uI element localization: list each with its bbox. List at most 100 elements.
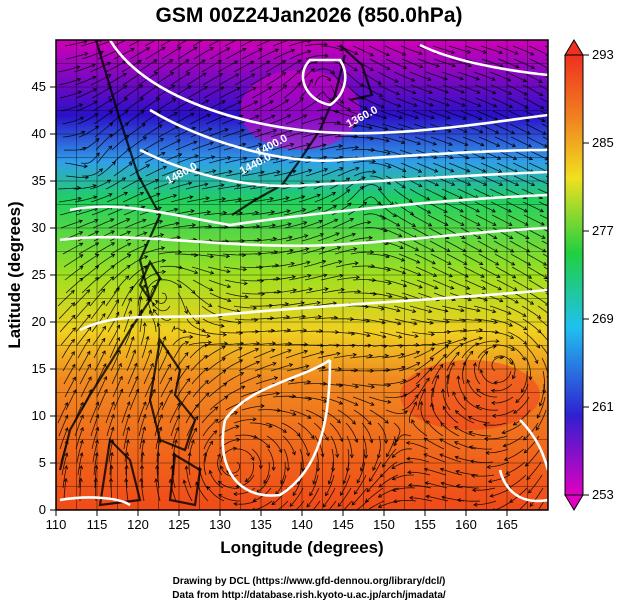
streamline <box>449 58 472 67</box>
streamline-arrow <box>509 335 515 339</box>
streamline <box>458 318 482 322</box>
streamline <box>383 266 406 274</box>
streamline-arrow <box>512 513 516 516</box>
streamline <box>490 84 512 95</box>
streamline-arrow <box>258 48 263 53</box>
streamline-arrow <box>254 348 260 352</box>
streamline-arrow <box>276 170 281 175</box>
streamline <box>161 389 173 411</box>
streamline-arrow <box>507 208 512 213</box>
streamline <box>81 277 99 294</box>
streamline-arrow <box>155 299 160 304</box>
streamline <box>289 288 313 294</box>
streamline <box>481 58 504 68</box>
colorbar-tick-label: 253 <box>592 487 614 502</box>
streamline-arrow <box>396 308 401 313</box>
streamline <box>239 374 261 385</box>
streamline <box>193 292 213 307</box>
streamline-arrow <box>142 322 147 327</box>
streamline-arrow <box>428 222 433 227</box>
streamline-arrow <box>535 426 540 431</box>
streamline <box>414 136 437 145</box>
streamline-arrow <box>413 401 417 406</box>
streamline-arrow <box>169 59 174 63</box>
streamline <box>254 362 277 372</box>
streamline <box>299 448 304 472</box>
streamline-arrow <box>339 99 345 104</box>
streamline-arrow <box>148 349 152 354</box>
streamline <box>459 329 483 333</box>
streamline <box>353 171 376 177</box>
streamline-arrow <box>219 465 224 470</box>
streamline-arrow <box>432 141 437 146</box>
streamline-arrow <box>228 169 233 174</box>
streamline <box>152 302 171 312</box>
streamline-arrow <box>103 388 108 393</box>
streamline-arrow <box>370 384 376 389</box>
streamline <box>535 409 547 431</box>
credit-drawing: Drawing by DCL (https://www.gfd-dennou.o… <box>173 576 446 587</box>
contour-line <box>59 496 131 507</box>
streamline <box>426 495 449 502</box>
streamline <box>432 162 454 172</box>
streamline <box>513 396 530 414</box>
streamline <box>298 194 321 203</box>
streamline <box>205 114 227 125</box>
streamline <box>173 113 194 125</box>
contour-line <box>79 288 548 332</box>
streamline-arrow <box>233 502 238 507</box>
streamline-arrow <box>225 35 229 38</box>
streamline <box>92 98 113 112</box>
streamline <box>330 189 350 203</box>
streamline <box>137 59 158 73</box>
streamline <box>175 141 197 151</box>
streamline <box>492 344 515 351</box>
streamline <box>124 219 146 229</box>
streamline-arrow <box>115 311 120 316</box>
streamline-arrow <box>71 350 75 356</box>
streamline <box>301 117 324 125</box>
streamline <box>328 461 334 485</box>
streamline <box>201 406 218 424</box>
streamline-arrow <box>371 159 377 164</box>
streamline <box>217 184 241 190</box>
streamline-arrow <box>172 194 178 198</box>
streamline-arrow <box>310 68 316 73</box>
streamline <box>483 422 507 426</box>
streamline <box>110 478 113 502</box>
streamline-arrow <box>508 222 513 226</box>
streamline <box>285 350 308 359</box>
streamline <box>256 157 279 164</box>
streamline-arrow <box>191 223 197 228</box>
streamline <box>492 227 513 239</box>
streamline <box>74 76 96 86</box>
streamline <box>111 254 131 268</box>
streamline <box>469 446 493 450</box>
streamline <box>384 162 406 172</box>
streamline-arrow <box>118 362 122 368</box>
streamline <box>366 474 383 492</box>
streamline <box>177 46 198 60</box>
contour-line <box>221 358 332 497</box>
streamline-arrow <box>297 59 302 64</box>
streamline <box>473 305 496 313</box>
streamline <box>282 70 301 86</box>
streamline-arrow <box>209 47 214 51</box>
streamline <box>356 500 369 510</box>
streamline-arrow <box>346 189 351 194</box>
streamline <box>233 487 256 495</box>
streamline-arrow <box>157 206 162 211</box>
streamline-arrow <box>174 207 179 212</box>
streamline <box>474 201 496 213</box>
streamline-arrow <box>499 63 504 68</box>
streamline <box>272 395 296 398</box>
streamline <box>411 419 428 437</box>
streamline <box>187 86 208 99</box>
streamline <box>384 379 407 385</box>
streamline <box>409 188 430 201</box>
streamline-arrow <box>214 418 219 423</box>
streamline-arrow <box>492 309 497 314</box>
streamline-arrow <box>270 512 274 515</box>
streamline-arrow <box>354 438 359 443</box>
